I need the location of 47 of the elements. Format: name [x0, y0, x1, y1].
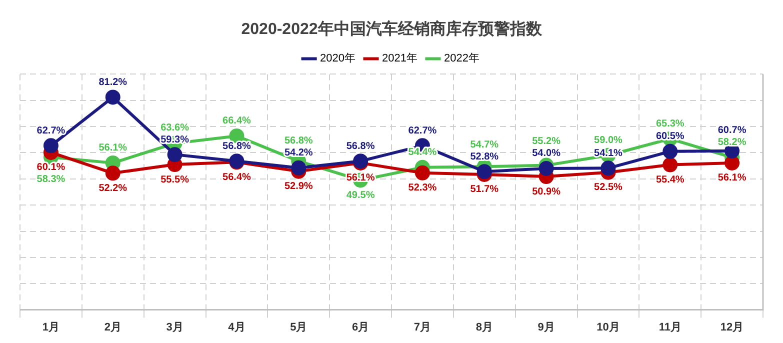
x-tick-label: 2月: [104, 321, 122, 334]
x-tick-label: 3月: [166, 321, 184, 334]
data-label: 59.0%: [594, 135, 622, 146]
x-tick-label: 1月: [42, 321, 60, 334]
data-label: 66.4%: [222, 116, 251, 127]
data-label: 50.9%: [532, 186, 561, 198]
x-tick-label: 12月: [720, 321, 744, 334]
data-label: 58.2%: [718, 137, 746, 148]
data-label: 81.2%: [98, 76, 128, 88]
x-tick-label: 6月: [352, 321, 370, 334]
data-label: 56.8%: [346, 140, 375, 152]
data-label: 54.0%: [532, 148, 561, 160]
chart-title: 2020-2022年中国汽车经销商库存预警指数: [241, 20, 543, 38]
legend-label: 2020年: [320, 52, 356, 65]
x-tick-label: 8月: [476, 321, 493, 334]
data-label: 52.5%: [594, 182, 622, 194]
data-label: 55.2%: [532, 136, 561, 148]
data-label: 58.3%: [36, 174, 66, 186]
data-label: 55.5%: [160, 174, 190, 186]
data-label: 54.7%: [470, 139, 499, 150]
data-label: 60.7%: [718, 125, 746, 136]
x-tick-label: 9月: [538, 321, 555, 334]
x-tick-label: 10月: [596, 321, 620, 334]
data-label: 51.7%: [470, 184, 499, 196]
x-tick-label: 5月: [290, 321, 308, 334]
data-label: 52.9%: [284, 181, 313, 192]
data-label: 56.8%: [222, 140, 251, 152]
data-label: 52.2%: [98, 182, 128, 194]
legend-label: 2021年: [382, 52, 418, 65]
data-label: 56.4%: [222, 172, 251, 183]
x-tick-label: 11月: [658, 321, 682, 334]
data-label: 60.1%: [36, 162, 66, 174]
x-tick-label: 4月: [228, 321, 246, 334]
data-label: 62.7%: [408, 125, 437, 136]
data-label: 54.2%: [284, 148, 313, 159]
legend-label: 2022年: [444, 52, 480, 65]
data-label: 65.3%: [656, 118, 684, 130]
x-tick-label: 7月: [414, 321, 432, 334]
data-label: 49.5%: [346, 190, 375, 201]
data-label: 56.1%: [718, 172, 746, 184]
data-label: 52.3%: [408, 182, 437, 194]
data-label: 62.7%: [36, 125, 66, 136]
data-label: 56.8%: [284, 136, 313, 147]
data-label: 55.4%: [656, 174, 684, 186]
data-label: 52.8%: [470, 151, 499, 162]
data-label: 63.6%: [160, 122, 190, 134]
data-label: 56.1%: [98, 142, 128, 154]
